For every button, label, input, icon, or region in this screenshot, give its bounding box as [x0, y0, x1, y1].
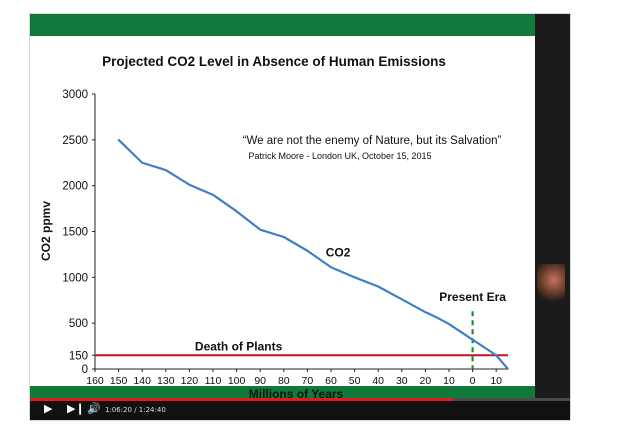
y-axis-label: CO2 ppmv — [39, 201, 53, 261]
co2-point — [259, 228, 261, 231]
x-tick-label: 0 — [470, 375, 476, 387]
x-tick-label: 80 — [278, 375, 290, 387]
x-tick-label: 130 — [157, 375, 175, 387]
y-tick-label: 2000 — [62, 181, 88, 193]
video-player-controls: ▶ ▶❙ 🔊 1:06:20 / 1:24:40 — [30, 398, 570, 420]
x-tick-label: 30 — [396, 375, 408, 387]
co2-series-label: CO2 — [326, 245, 351, 259]
chart-quote: “We are not the enemy of Nature, but its… — [243, 135, 502, 147]
co2-point — [330, 266, 332, 269]
x-tick-label: 10 — [443, 375, 455, 387]
co2-point — [401, 298, 403, 301]
speaker-video-edge — [535, 14, 570, 420]
y-tick-label: 2500 — [62, 135, 88, 147]
x-tick-label: 160 — [86, 375, 104, 387]
y-tick-label: 0 — [82, 364, 88, 376]
x-tick-label: 40 — [372, 375, 384, 387]
x-axis-label: Millions of Years — [249, 387, 344, 401]
x-tick-label: 100 — [228, 375, 246, 387]
present-era-label: Present Era — [439, 290, 506, 304]
co2-point — [436, 316, 439, 319]
co2-point — [165, 169, 167, 171]
co2-point — [188, 183, 191, 186]
y-tick-label: 500 — [69, 318, 88, 330]
play-icon[interactable]: ▶ — [44, 403, 53, 415]
co2-point — [448, 323, 450, 325]
co2-point — [424, 311, 427, 313]
co2-chart: Projected CO2 Level in Absence of Human … — [39, 54, 509, 401]
x-tick-label: 110 — [205, 375, 222, 387]
volume-icon[interactable]: 🔊 — [87, 403, 101, 415]
x-tick-label: 60 — [325, 375, 337, 387]
x-tick-label: 20 — [420, 375, 432, 387]
progress-bar[interactable] — [30, 398, 570, 401]
video-frame[interactable]: Projected CO2 Level in Absence of Human … — [30, 14, 570, 420]
co2-point — [117, 139, 120, 141]
co2-point — [495, 354, 498, 357]
co2-point — [212, 194, 214, 196]
y-tick-label: 3000 — [62, 89, 88, 101]
x-tick-label: 90 — [254, 375, 266, 387]
x-tick-label: 120 — [181, 375, 199, 387]
slide-top-bar — [30, 14, 570, 36]
co2-series-line — [117, 139, 509, 370]
co2-point — [283, 236, 285, 238]
y-tick-label: 150 — [69, 350, 88, 362]
x-tick-label: 10 — [490, 375, 502, 387]
co2-point — [353, 276, 356, 279]
co2-point — [235, 210, 238, 213]
progress-fill — [30, 398, 453, 401]
y-tick-label: 1000 — [62, 272, 88, 284]
chart-attribution: Patrick Moore - London UK, October 15, 2… — [248, 151, 431, 161]
x-tick-label: 50 — [349, 375, 361, 387]
co2-point — [141, 161, 143, 164]
speaker-hand — [537, 264, 565, 304]
co2-point — [377, 285, 380, 288]
time-display: 1:06:20 / 1:24:40 — [105, 406, 166, 414]
x-tick-label: 70 — [302, 375, 314, 387]
chart-title: Projected CO2 Level in Absence of Human … — [102, 54, 446, 69]
next-icon[interactable]: ▶❙ — [67, 403, 85, 415]
x-tick-label: 150 — [110, 375, 128, 387]
x-tick-label: 140 — [133, 375, 151, 387]
y-tick-label: 1500 — [62, 227, 88, 239]
death-of-plants-label: Death of Plants — [195, 339, 283, 353]
co2-point — [507, 368, 509, 370]
co2-point — [471, 338, 474, 341]
co2-point — [306, 249, 309, 252]
